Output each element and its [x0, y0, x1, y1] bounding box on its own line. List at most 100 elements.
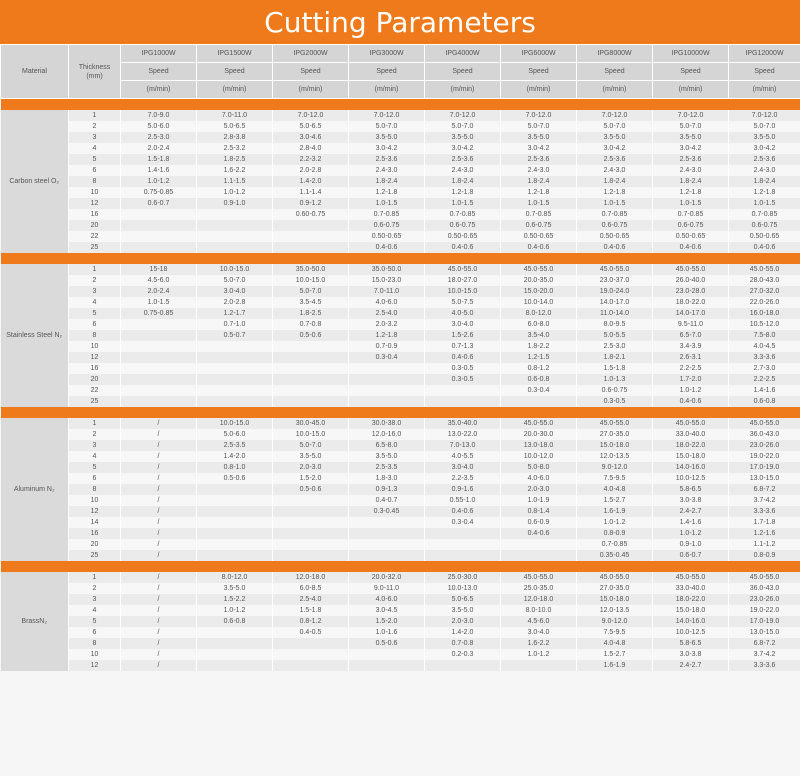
table-row: 3/2.5-3.5 5.0-7.0 6.5-8.0 7.0-13.0 13.0-18.0… [1, 439, 800, 451]
speed-cell: 19.0-22.0 [728, 450, 800, 462]
speed-cell: 0.6-0.75 [424, 219, 501, 231]
model-header: IPG12000W [728, 44, 800, 63]
thickness-cell: 10 [68, 648, 121, 660]
speed-cell [348, 549, 425, 561]
speed-cell: 0.3-0.5 [576, 395, 653, 407]
speed-cell: / [120, 417, 197, 429]
thickness-cell: 16 [68, 527, 121, 539]
speed-cell: 0.7-0.85 [576, 208, 653, 220]
speed-cell: / [120, 593, 197, 605]
speed-cell: 6.5-8.0 [348, 439, 425, 451]
speed-cell: 23.0-26.0 [728, 593, 800, 605]
table-row: 8 0.5-0.7 0.5-0.6 1.2-1.8 1.5-2.6 3.5-4.0 5.0-… [1, 329, 800, 341]
speed-cell: 1.0-1.2 [120, 175, 197, 187]
speed-cell: 20.0-32.0 [348, 571, 425, 583]
speed-cell: 1.0-1.5 [348, 197, 425, 209]
thickness-cell: 22 [68, 384, 121, 396]
thickness-cell: 1 [68, 417, 121, 429]
speed-cell: 3.3-3.6 [728, 659, 800, 671]
speed-cell: 0.9-1.2 [272, 197, 349, 209]
speed-cell: 0.5-0.6 [272, 483, 349, 495]
speed-cell: / [120, 604, 197, 616]
speed-cell: 2.5-3.6 [576, 153, 653, 165]
table-row: 22 0.50-0.65 0.50-0.65 0.50-0.65 0.50-0.65 0.… [1, 230, 800, 242]
speed-cell: / [120, 505, 197, 517]
model-header: IPG10000W [652, 44, 729, 63]
speed-cell: 1.8-2.1 [576, 351, 653, 363]
speed-cell: 7.0-11.0 [196, 109, 273, 121]
speed-cell: 0.5-0.6 [272, 329, 349, 341]
section-divider [0, 406, 800, 418]
speed-cell [272, 384, 349, 396]
speed-cell: 15-18 [120, 263, 197, 275]
speed-cell: 3.0-4.2 [424, 142, 501, 154]
speed-cell: 3.7-4.2 [728, 494, 800, 506]
section-divider [0, 98, 800, 110]
speed-cell: 0.4-0.6 [500, 241, 577, 253]
speed-cell: 2.2-2.5 [728, 373, 800, 385]
speed-cell: 0.50-0.65 [348, 230, 425, 242]
speed-cell: 5.0-7.0 [424, 120, 501, 132]
speed-cell: 5.0-5.5 [576, 329, 653, 341]
speed-cell: 5.0-7.0 [272, 285, 349, 297]
speed-cell: 12.0-13.5 [576, 604, 653, 616]
speed-cell: 1.0-1.9 [500, 494, 577, 506]
speed-cell: 27.0-35.0 [576, 428, 653, 440]
table-row: 20/ 0.7-0.85 0.9-1.0 1.1-1.2 [1, 538, 800, 550]
speed-cell: 0.3-0.45 [348, 505, 425, 517]
speed-cell: 1.2-1.8 [728, 186, 800, 198]
speed-cell: 15.0-20.0 [500, 285, 577, 297]
speed-cell: 35.0-50.0 [348, 263, 425, 275]
speed-cell: 2.6-3.1 [652, 351, 729, 363]
table-row: 16 0.60-0.75 0.7-0.85 0.7-0.85 0.7-0.85 0.7-0… [1, 208, 800, 220]
speed-cell: 1.8-2.4 [348, 175, 425, 187]
thickness-cell: 22 [68, 230, 121, 242]
speed-cell: 3.5-5.0 [424, 131, 501, 143]
speed-cell: 9.0-12.0 [576, 461, 653, 473]
speed-cell: 23.0-26.0 [728, 439, 800, 451]
speed-cell: / [120, 626, 197, 638]
speed-cell [348, 373, 425, 385]
speed-cell: / [120, 461, 197, 473]
speed-cell: 3.0-4.2 [652, 142, 729, 154]
speed-cell: 1.0-1.2 [196, 604, 273, 616]
speed-cell [196, 384, 273, 396]
table-row: 12/ 0.3-0.45 0.4-0.6 0.8-1.4 1.6-1.9 2.4-2.7 3… [1, 505, 800, 517]
speed-cell: 5.0-7.0 [500, 120, 577, 132]
section-divider-bar [0, 98, 800, 110]
thickness-cell: 6 [68, 626, 121, 638]
table-row: 4 1.0-1.5 2.0-2.8 3.5-4.5 4.0-6.0 5.0-7.5 10.0… [1, 296, 800, 308]
speed-cell: / [120, 637, 197, 649]
speed-cell: 0.7-0.85 [576, 538, 653, 550]
table-row: 2 4.5-6.0 5.0-7.0 10.0-15.0 15.0-23.0 18.0-27… [1, 274, 800, 286]
speed-cell: 3.0-4.2 [500, 142, 577, 154]
speed-cell: 2.5-3.0 [120, 131, 197, 143]
thickness-cell: 5 [68, 153, 121, 165]
speed-cell: 1.8-3.0 [348, 472, 425, 484]
speed-cell: 45.0-55.0 [500, 571, 577, 583]
speed-cell: 0.4-0.6 [652, 395, 729, 407]
speed-cell: 0.7-1.3 [424, 340, 501, 352]
thickness-cell: 2 [68, 274, 121, 286]
speed-cell [348, 516, 425, 528]
speed-cell: 0.35-0.45 [576, 549, 653, 561]
speed-cell: 1.2-1.8 [500, 186, 577, 198]
speed-cell [196, 362, 273, 374]
speed-cell [272, 219, 349, 231]
speed-cell [120, 351, 197, 363]
speed-cell: 13.0-15.0 [728, 626, 800, 638]
speed-cell: 3.0-4.0 [500, 626, 577, 638]
speed-cell: 0.4-0.6 [348, 241, 425, 253]
thickness-cell: 3 [68, 285, 121, 297]
speed-cell: 2.0-2.4 [120, 142, 197, 154]
table-row: 12/ 1.6-1.9 2.4-2.7 3.3-3.6 [1, 659, 800, 671]
speed-cell [272, 373, 349, 385]
speed-cell: 3.5-4.0 [500, 329, 577, 341]
speed-cell: 3.5-5.0 [348, 450, 425, 462]
speed-cell: 5.0-7.0 [652, 120, 729, 132]
speed-cell: 5.0-7.0 [576, 120, 653, 132]
speed-cell: 45.0-55.0 [576, 417, 653, 429]
speed-cell: 1.2-1.8 [652, 186, 729, 198]
speed-cell: 26.0-40.0 [652, 274, 729, 286]
speed-cell: 2.8-4.0 [272, 142, 349, 154]
